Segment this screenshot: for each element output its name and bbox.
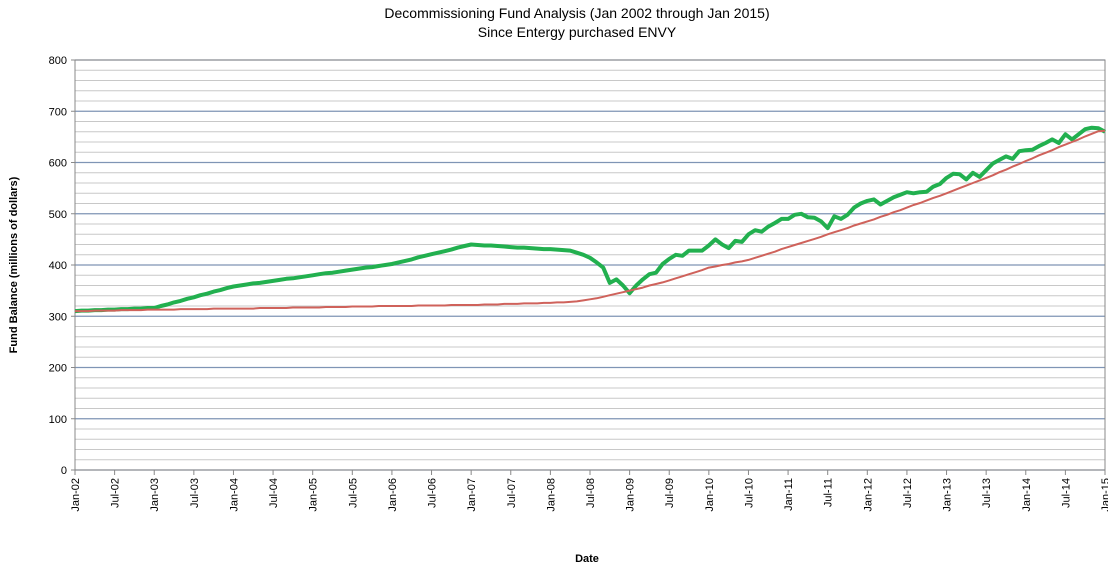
x-tick-label: Jan-14 [1021, 478, 1033, 512]
x-tick-label: Jul-09 [664, 478, 676, 508]
x-tick-label: Jul-12 [902, 478, 914, 508]
x-tick-label: Jul-10 [743, 478, 755, 508]
x-tick-label: Jul-02 [110, 478, 122, 508]
y-tick-label: 0 [61, 465, 67, 477]
y-tick-label: 300 [49, 311, 67, 323]
y-tick-label: 100 [49, 414, 67, 426]
x-tick-label: Jul-04 [268, 478, 280, 508]
y-tick-label: 400 [49, 260, 67, 272]
series-line [74, 125, 1106, 314]
x-tick-label: Jan-03 [149, 478, 161, 512]
x-tick-label: Jul-06 [427, 478, 439, 508]
x-tick-label: Jul-07 [506, 478, 518, 508]
x-tick-label: Jan-15 [1100, 478, 1108, 512]
x-tick-label: Jan-02 [70, 478, 82, 512]
x-tick-label: Jul-13 [981, 478, 993, 508]
x-tick-label: Jan-06 [387, 478, 399, 512]
x-tick-label: Jul-08 [585, 478, 597, 508]
chart-subtitle: Since Entergy purchased ENVY [478, 24, 677, 40]
x-tick-label: Jan-09 [625, 478, 637, 512]
x-axis-label: Date [575, 553, 599, 565]
x-tick-label: Jul-05 [347, 478, 359, 508]
chart-title: Decommissioning Fund Analysis (Jan 2002 … [384, 5, 769, 21]
y-tick-label: 500 [49, 209, 67, 221]
x-tick-label: Jan-05 [308, 478, 320, 512]
y-axis-label: Fund Balance (millions of dollars) [8, 176, 20, 353]
x-tick-label: Jan-07 [466, 478, 478, 512]
y-tick-label: 600 [49, 158, 67, 170]
x-tick-label: Jan-13 [942, 478, 954, 512]
x-tick-label: Jan-08 [545, 478, 557, 512]
x-tick-label: Jul-11 [823, 478, 835, 507]
x-tick-label: Jul-14 [1060, 478, 1072, 508]
y-tick-label: 200 [49, 363, 67, 375]
x-tick-label: Jan-10 [704, 478, 716, 512]
series-line [75, 129, 1106, 313]
x-tick-label: Jan-04 [228, 478, 240, 512]
x-tick-label: Jul-03 [189, 478, 201, 508]
y-tick-label: 800 [49, 55, 67, 67]
y-tick-label: 700 [49, 106, 67, 118]
x-tick-label: Jan-11 [783, 478, 795, 511]
x-tick-label: Jan-12 [862, 478, 874, 512]
